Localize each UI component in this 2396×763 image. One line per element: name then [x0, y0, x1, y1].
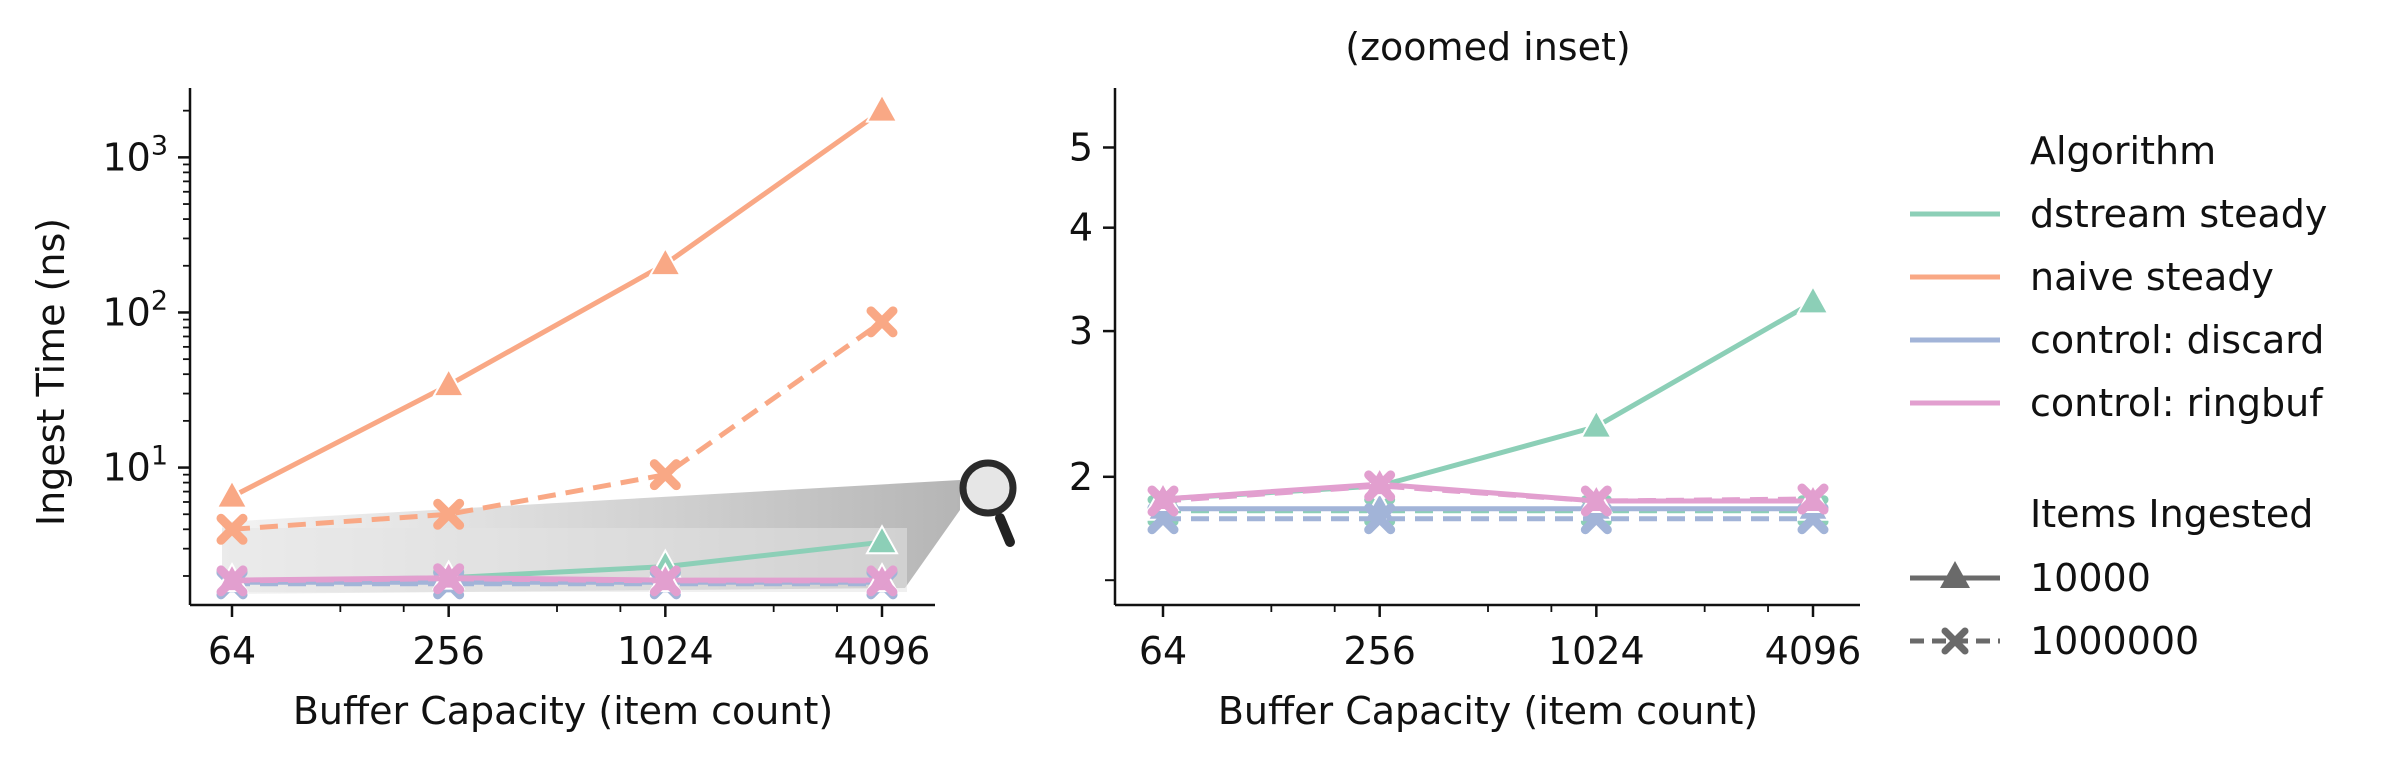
triangle-marker-icon [1940, 561, 1970, 588]
right-series-layer [1146, 284, 1830, 535]
x-marker [1797, 483, 1829, 515]
legend-label-items-1000000: 1000000 [2030, 619, 2199, 663]
x-marker [216, 565, 248, 597]
y-tick-label: 102 [102, 285, 168, 334]
y-tick-label: 3 [1069, 309, 1093, 353]
legend-entry-control-ringbuf: control: ringbuf [1910, 381, 2324, 425]
legend-title-algorithm: Algorithm [2030, 129, 2216, 173]
legend-entry-items-1000000: 1000000 [1910, 619, 2199, 663]
legend-title-items: Items Ingested [2030, 492, 2313, 536]
right-x-axis-label: Buffer Capacity (item count) [1218, 689, 1758, 733]
magnifier-icon [959, 459, 1017, 547]
legend-entry-items-10000: 10000 [1910, 556, 2151, 600]
series-control-ringbuf-10000 [1146, 466, 1830, 513]
y-tick-label: 5 [1069, 125, 1093, 169]
y-tick-label: 2 [1069, 455, 1093, 499]
triangle-marker [865, 524, 899, 555]
x-marker [649, 459, 681, 491]
left-panel: 64 256 1024 4096 101 102 103 Buffer Capacity (… [29, 88, 1017, 733]
right-panel: 64 256 1024 4096 2 3 4 5 (zoomed inset) Buffer … [1069, 25, 1862, 733]
series-control-ringbuf-1000000 [1147, 470, 1829, 517]
x-tick-label: 4096 [834, 629, 931, 673]
x-tick-label: 1024 [1548, 629, 1645, 673]
triangle-marker [1579, 408, 1614, 439]
triangle-marker [865, 92, 899, 123]
x-tick-label: 64 [1139, 629, 1187, 673]
x-marker [649, 565, 681, 597]
triangle-marker [215, 478, 249, 509]
x-tick-label: 256 [1343, 629, 1416, 673]
y-tick-label: 4 [1069, 206, 1093, 250]
left-ticks: 64 256 1024 4096 101 102 103 [102, 109, 931, 673]
left-x-axis-label: Buffer Capacity (item count) [293, 689, 833, 733]
legend-label-naive: naive steady [2030, 255, 2274, 299]
x-marker [433, 498, 465, 530]
legend-entry-dstream-steady: dstream steady [1910, 192, 2327, 236]
x-tick-label: 1024 [617, 629, 714, 673]
series-line [231, 319, 884, 532]
x-marker [216, 513, 248, 545]
legend-entry-control-discard: control: discard [1910, 318, 2324, 362]
x-marker [866, 306, 898, 338]
x-marker [866, 565, 898, 597]
series-control-ringbuf-1000000 [216, 563, 898, 597]
triangle-marker [648, 246, 683, 277]
y-tick-label: 103 [102, 130, 168, 179]
legend: Algorithm dstream steady naive steady co… [1910, 129, 2327, 663]
right-title: (zoomed inset) [1345, 25, 1630, 69]
series-naive-steady-10000 [215, 92, 899, 509]
legend-label-dstream: dstream steady [2030, 192, 2327, 236]
x-tick-label: 64 [208, 629, 256, 673]
series-line [230, 108, 884, 499]
x-marker [433, 563, 465, 595]
series-line [1162, 300, 1815, 502]
x-marker-icon [1941, 627, 1969, 655]
left-series-layer [215, 92, 899, 600]
series-line [1162, 483, 1814, 504]
x-marker [1364, 470, 1396, 502]
x-marker [1364, 503, 1396, 535]
triangle-marker [1796, 284, 1830, 315]
right-ticks: 64 256 1024 4096 2 3 4 5 [1069, 125, 1862, 673]
x-tick-label: 256 [412, 629, 485, 673]
triangle-marker [431, 367, 466, 398]
y-tick-label: 101 [102, 441, 168, 490]
x-marker [1147, 485, 1179, 517]
x-tick-label: 4096 [1765, 629, 1862, 673]
x-marker [1580, 485, 1612, 517]
left-y-axis-label: Ingest Time (ns) [29, 218, 73, 526]
series-line [231, 576, 882, 584]
legend-entry-naive-steady: naive steady [1910, 255, 2274, 299]
legend-label-items-10000: 10000 [2030, 556, 2151, 600]
series-naive-steady-1000000 [216, 306, 898, 545]
series-dstream-steady-10000 [1146, 284, 1830, 512]
legend-label-ringbuf: control: ringbuf [2030, 381, 2324, 425]
legend-label-discard: control: discard [2030, 318, 2324, 362]
